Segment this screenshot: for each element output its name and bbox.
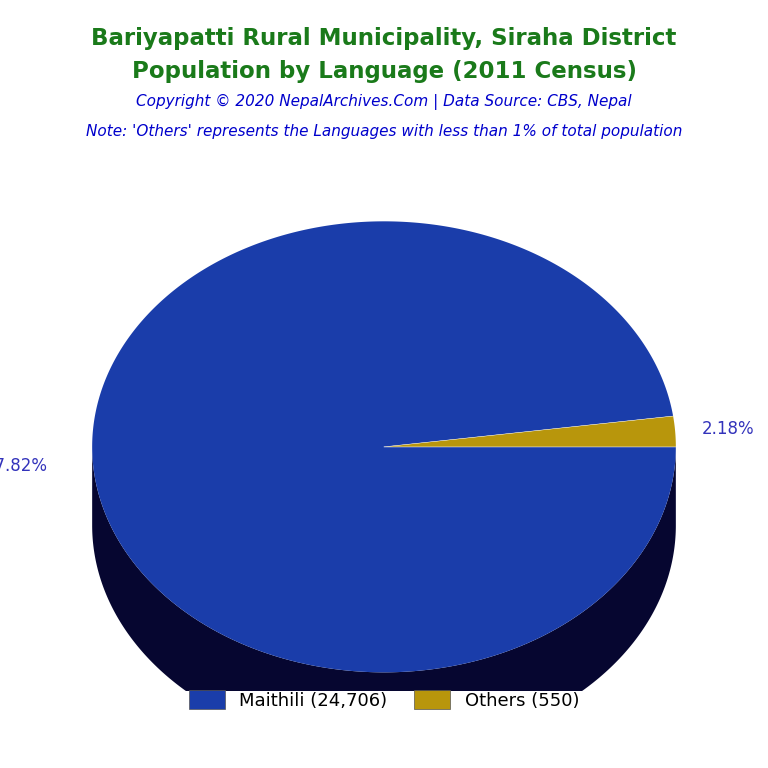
Polygon shape [92, 447, 676, 751]
Text: Note: 'Others' represents the Languages with less than 1% of total population: Note: 'Others' represents the Languages … [86, 124, 682, 140]
Text: Bariyapatti Rural Municipality, Siraha District: Bariyapatti Rural Municipality, Siraha D… [91, 27, 677, 50]
Polygon shape [384, 416, 676, 447]
Polygon shape [92, 221, 676, 672]
Legend: Maithili (24,706), Others (550): Maithili (24,706), Others (550) [181, 683, 587, 717]
Text: 2.18%: 2.18% [702, 420, 755, 438]
Text: Copyright © 2020 NepalArchives.Com | Data Source: CBS, Nepal: Copyright © 2020 NepalArchives.Com | Dat… [136, 94, 632, 110]
Text: 97.82%: 97.82% [0, 457, 47, 475]
Text: Population by Language (2011 Census): Population by Language (2011 Census) [131, 60, 637, 83]
